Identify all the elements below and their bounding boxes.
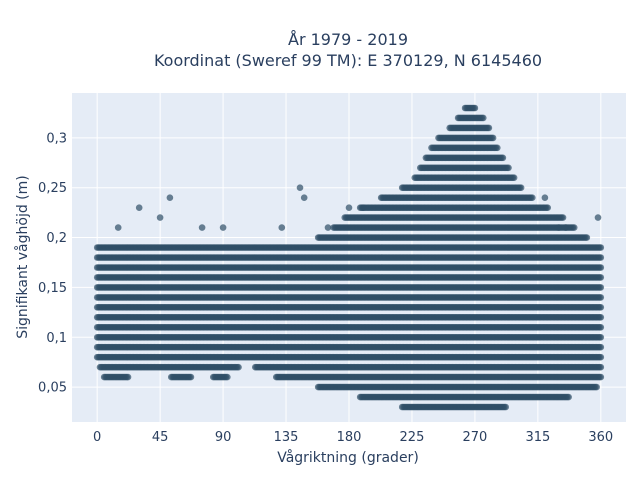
data-point xyxy=(486,125,493,132)
data-point xyxy=(224,374,231,381)
data-point xyxy=(125,374,132,381)
data-point xyxy=(235,364,242,371)
data-point xyxy=(480,115,487,122)
data-point xyxy=(472,105,479,112)
plot-area xyxy=(72,93,626,422)
data-point xyxy=(188,374,195,381)
